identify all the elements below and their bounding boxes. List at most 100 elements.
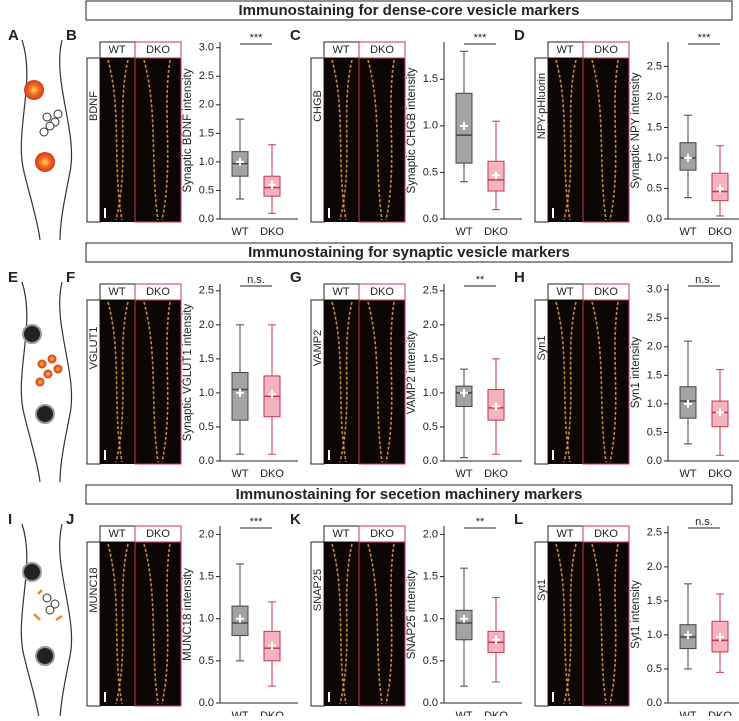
x-tick-label: DKO	[260, 226, 284, 238]
y-tick-label: 0.5	[647, 426, 662, 438]
mean-marker	[716, 632, 724, 641]
panel-letter: K	[290, 511, 301, 528]
neurite	[161, 543, 171, 705]
mean-marker	[684, 630, 692, 639]
wt-image	[548, 542, 583, 706]
y-tick-label: 0.5	[199, 655, 214, 667]
y-tick-label: 2.0	[423, 528, 438, 540]
y-tick-label: 0.5	[423, 421, 438, 433]
y-tick-label: 1.0	[199, 613, 214, 625]
y-tick-label: 2.0	[199, 99, 214, 111]
neurite	[385, 59, 395, 221]
wt-label: WT	[332, 44, 349, 56]
mean-marker	[236, 388, 244, 397]
mean-marker	[492, 635, 500, 644]
y-tick-label: 2.5	[647, 527, 662, 539]
stain-label: Syn1	[536, 335, 548, 360]
y-axis-label: Syn1 intensity	[630, 336, 642, 408]
mean-marker	[460, 388, 468, 397]
y-tick-label: 1.0	[647, 152, 662, 164]
significance: **	[476, 516, 485, 528]
y-tick-label: 1.0	[647, 629, 662, 641]
stain-label-box	[310, 299, 325, 465]
stain-label: SNAP25	[312, 569, 324, 611]
y-tick-label: 0.0	[647, 697, 662, 709]
dko-label: DKO	[146, 528, 170, 540]
y-axis-label: SNAP25 intensity	[406, 570, 418, 660]
neurite	[339, 59, 353, 221]
y-tick-label: 0.5	[199, 184, 214, 196]
box	[455, 609, 473, 641]
wt-label: WT	[108, 44, 125, 56]
significance: ***	[250, 32, 264, 44]
stain-label-box	[534, 299, 549, 465]
neurite	[339, 543, 353, 705]
neurite	[609, 543, 619, 705]
panel-letter: F	[66, 269, 75, 286]
neurite	[367, 59, 383, 221]
y-tick-label: 3.0	[199, 42, 214, 54]
y-tick-label: 2.5	[199, 285, 214, 297]
stain-label-box	[86, 57, 101, 223]
panel-letter: E	[8, 269, 18, 286]
wt-image	[324, 300, 359, 464]
x-tick-label: WT	[455, 710, 472, 716]
y-tick-label: 1.5	[199, 127, 214, 139]
y-tick-label: 1.5	[423, 353, 438, 365]
wt-image	[100, 300, 135, 464]
neurite	[143, 543, 159, 705]
mean-marker	[460, 614, 468, 623]
neurite	[115, 59, 129, 221]
mean-marker	[684, 153, 692, 162]
section-title: Immunostaining for dense-core vesicle ma…	[239, 2, 580, 19]
significance: n.s.	[695, 516, 713, 528]
dko-label: DKO	[370, 44, 394, 56]
y-axis-label: Synaptic VGLUT1 intensity	[182, 304, 194, 442]
wt-label: WT	[556, 286, 573, 298]
y-tick-label: 2.0	[647, 91, 662, 103]
wt-image	[324, 542, 359, 706]
mean-marker	[684, 399, 692, 408]
x-tick-label: DKO	[708, 710, 732, 716]
dko-label: DKO	[370, 286, 394, 298]
section-title: Immunostaining for synaptic vesicle mark…	[248, 244, 570, 261]
significance: **	[476, 274, 485, 286]
y-tick-label: 1.5	[647, 595, 662, 607]
stain-label-box	[310, 541, 325, 707]
significance: n.s.	[695, 274, 713, 286]
stain-label: VGLUT1	[88, 327, 100, 370]
wt-image	[100, 58, 135, 222]
y-tick-label: 0.0	[199, 213, 214, 225]
dko-image	[582, 299, 630, 465]
y-tick-label: 1.0	[199, 387, 214, 399]
section-title: Immunostaining for secetion machinery ma…	[236, 486, 583, 503]
dko-label: DKO	[146, 286, 170, 298]
wt-label: WT	[332, 286, 349, 298]
y-tick-label: 1.5	[199, 570, 214, 582]
panel-letter: A	[8, 27, 19, 44]
y-tick-label: 0.0	[423, 213, 438, 225]
x-tick-label: DKO	[708, 226, 732, 238]
x-tick-label: DKO	[484, 468, 508, 480]
neurite	[385, 543, 395, 705]
panel-letter: L	[514, 511, 523, 528]
x-tick-label: WT	[231, 226, 248, 238]
dko-image	[358, 299, 406, 465]
wt-label: WT	[556, 44, 573, 56]
panel-letter: C	[290, 27, 301, 44]
y-tick-label: 1.5	[423, 570, 438, 582]
neurite	[591, 301, 607, 463]
y-tick-label: 2.0	[199, 319, 214, 331]
y-tick-label: 0.5	[647, 182, 662, 194]
x-tick-label: WT	[679, 710, 696, 716]
panel-letter: B	[66, 27, 77, 44]
panel-letter: G	[290, 269, 302, 286]
schematic-machinery	[20, 523, 73, 721]
neurite	[591, 59, 607, 221]
neurite	[161, 59, 171, 221]
dko-image	[134, 541, 182, 707]
neurite	[143, 59, 159, 221]
y-axis-label: Synaptic CHGB intensity	[406, 67, 418, 193]
stain-label: BDNF	[88, 91, 100, 121]
dko-image	[358, 541, 406, 707]
